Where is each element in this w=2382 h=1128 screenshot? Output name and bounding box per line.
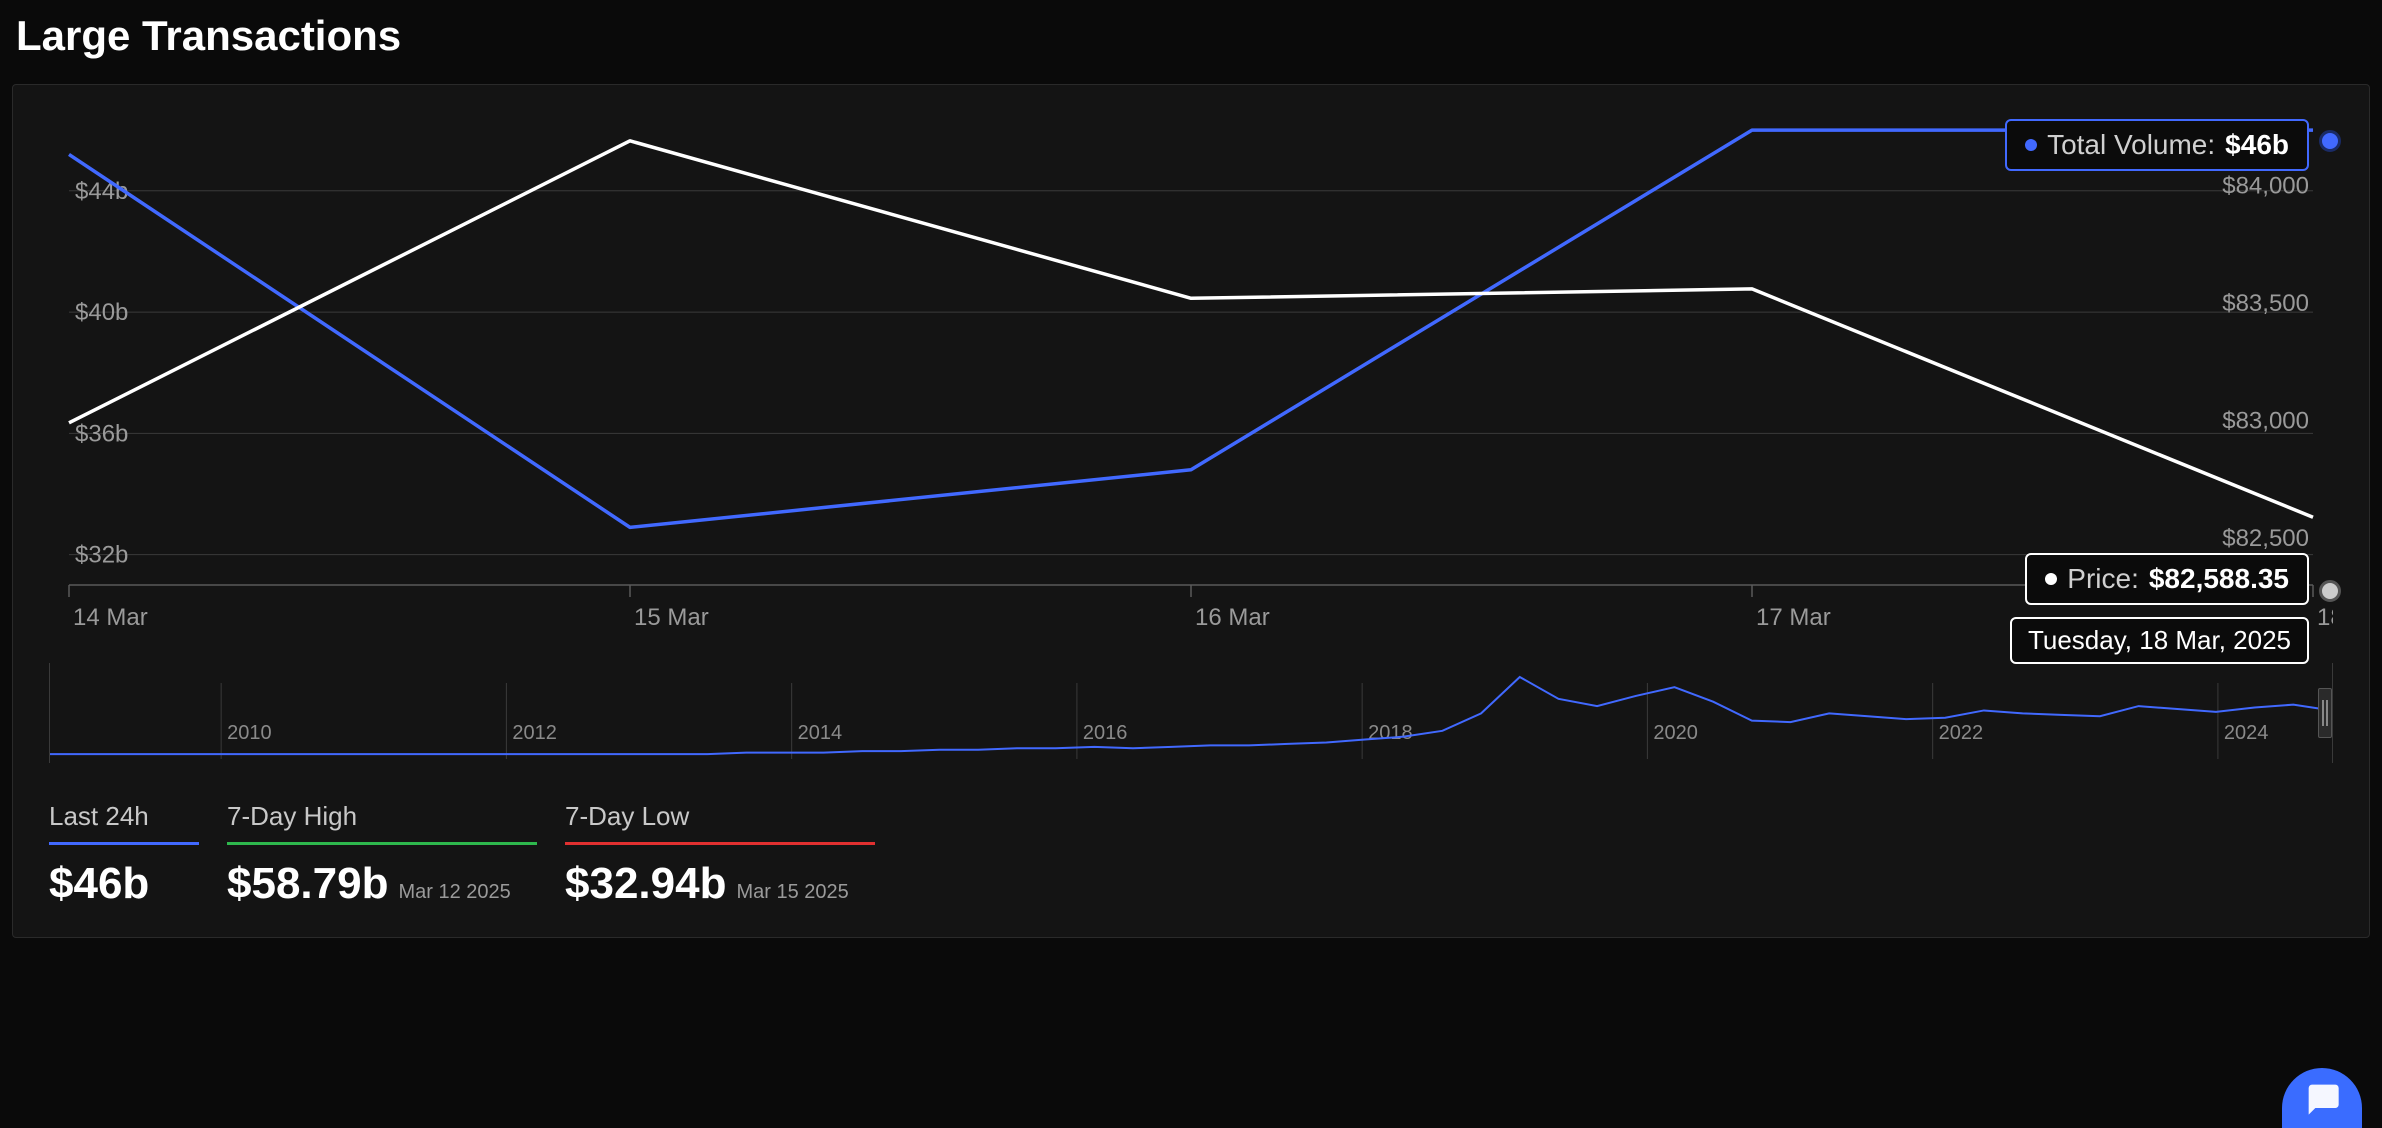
svg-text:2022: 2022 bbox=[1939, 722, 1984, 744]
stat-underline bbox=[565, 842, 875, 845]
large-transactions-panel: Large Transactions $32b $36b $40b $44b $82,5… bbox=[12, 12, 2370, 938]
stat-block: Last 24h $46b bbox=[49, 801, 199, 909]
volume-marker-icon bbox=[2319, 130, 2341, 152]
dot-icon bbox=[2045, 573, 2057, 585]
tooltip-volume-label: Total Volume: bbox=[2047, 129, 2215, 161]
svg-text:2016: 2016 bbox=[1083, 722, 1128, 744]
chart-svg: $32b $36b $40b $44b $82,500 $83,000 $83,500 $84… bbox=[49, 105, 2333, 645]
stats-row: Last 24h $46b 7-Day High $58.79b Mar 12 2025… bbox=[49, 801, 2333, 909]
mini-chart-svg: 2010 2012 2014 2016 2018 2020 2022 2024 bbox=[50, 663, 2332, 763]
svg-text:$83,000: $83,000 bbox=[2222, 408, 2309, 435]
stat-date: Mar 12 2025 bbox=[398, 881, 510, 904]
stat-value-row: $58.79b Mar 12 2025 bbox=[227, 859, 537, 909]
svg-text:2018: 2018 bbox=[1368, 722, 1413, 744]
svg-text:$36b: $36b bbox=[75, 420, 128, 447]
stat-block: 7-Day High $58.79b Mar 12 2025 bbox=[227, 801, 537, 909]
page-title: Large Transactions bbox=[16, 12, 2370, 60]
range-selector-chart[interactable]: 2010 2012 2014 2016 2018 2020 2022 2024 bbox=[49, 663, 2333, 763]
stat-block: 7-Day Low $32.94b Mar 15 2025 bbox=[565, 801, 875, 909]
stat-value-row: $46b bbox=[49, 859, 199, 909]
svg-text:$83,500: $83,500 bbox=[2222, 290, 2309, 317]
svg-text:2014: 2014 bbox=[798, 722, 843, 744]
stat-label: 7-Day High bbox=[227, 801, 537, 832]
svg-text:18 Mar: 18 Mar bbox=[2317, 604, 2333, 631]
tooltip-volume-value: $46b bbox=[2225, 129, 2289, 161]
svg-text:$32b: $32b bbox=[75, 542, 128, 569]
svg-text:2020: 2020 bbox=[1653, 722, 1698, 744]
tooltip-volume: Total Volume: $46b bbox=[2005, 119, 2309, 171]
svg-text:2012: 2012 bbox=[512, 722, 557, 744]
stat-underline bbox=[49, 842, 199, 845]
svg-text:14 Mar: 14 Mar bbox=[73, 604, 148, 631]
tooltip-price-label: Price: bbox=[2067, 563, 2139, 595]
svg-text:$44b: $44b bbox=[75, 178, 128, 205]
chat-button[interactable] bbox=[2282, 1068, 2362, 1128]
svg-text:16 Mar: 16 Mar bbox=[1195, 604, 1270, 631]
chart-panel: $32b $36b $40b $44b $82,500 $83,000 $83,500 $84… bbox=[12, 84, 2370, 938]
stat-date: Mar 15 2025 bbox=[736, 881, 848, 904]
svg-text:17 Mar: 17 Mar bbox=[1756, 604, 1831, 631]
svg-text:2010: 2010 bbox=[227, 722, 272, 744]
dot-icon bbox=[2025, 139, 2037, 151]
svg-text:$82,500: $82,500 bbox=[2222, 525, 2309, 552]
chat-icon bbox=[2302, 1078, 2342, 1118]
svg-text:2024: 2024 bbox=[2224, 722, 2269, 744]
tooltip-date: Tuesday, 18 Mar, 2025 bbox=[2010, 617, 2309, 664]
stat-label: 7-Day Low bbox=[565, 801, 875, 832]
tooltip-price: Price: $82,588.35 bbox=[2025, 553, 2309, 605]
main-chart[interactable]: $32b $36b $40b $44b $82,500 $83,000 $83,500 $84… bbox=[49, 105, 2333, 645]
stat-label: Last 24h bbox=[49, 801, 199, 832]
stat-value-row: $32.94b Mar 15 2025 bbox=[565, 859, 875, 909]
stat-value: $46b bbox=[49, 859, 149, 909]
range-handle-icon[interactable] bbox=[2318, 688, 2332, 738]
stat-value: $58.79b bbox=[227, 859, 388, 909]
price-marker-icon bbox=[2319, 580, 2341, 602]
tooltip-price-value: $82,588.35 bbox=[2149, 563, 2289, 595]
stat-value: $32.94b bbox=[565, 859, 726, 909]
svg-text:$84,000: $84,000 bbox=[2222, 173, 2309, 200]
stat-underline bbox=[227, 842, 537, 845]
svg-text:$40b: $40b bbox=[75, 299, 128, 326]
svg-text:15 Mar: 15 Mar bbox=[634, 604, 709, 631]
